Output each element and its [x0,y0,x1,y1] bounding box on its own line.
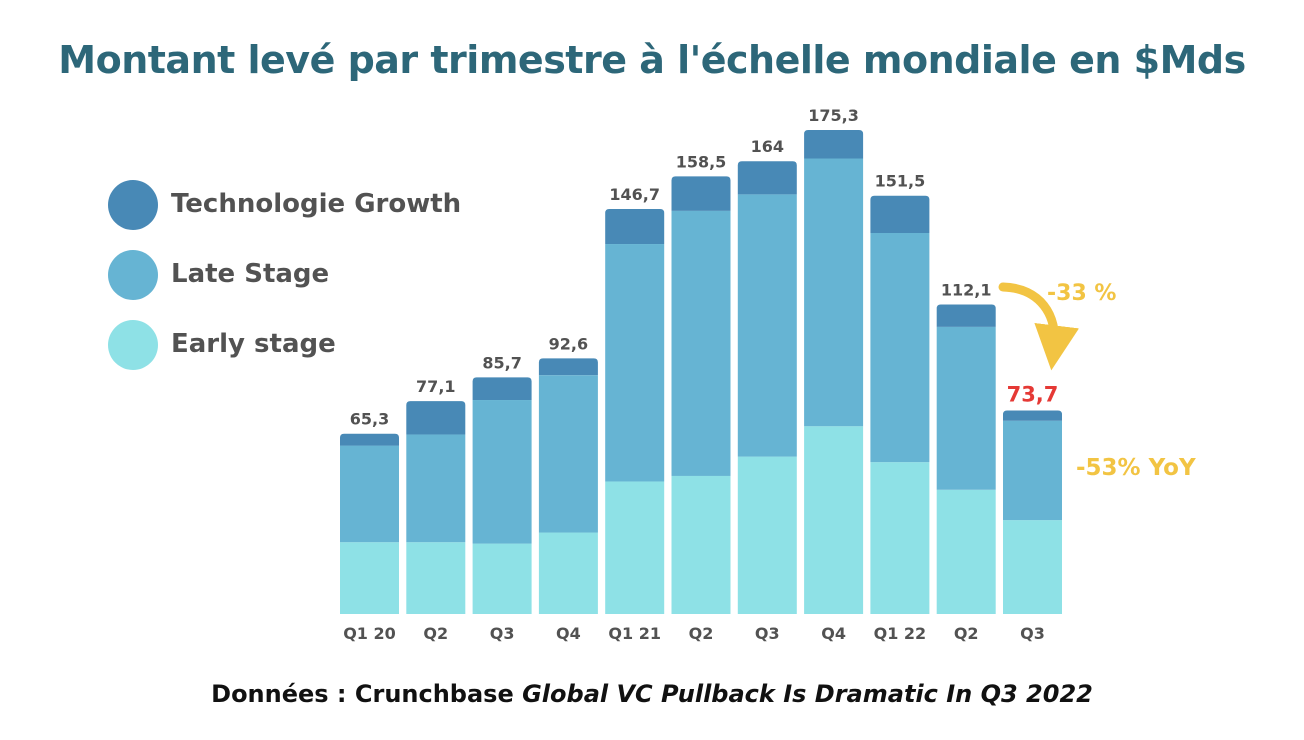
bar-value-label: 158,5 [676,152,727,171]
bar-segment-late-stage [870,232,930,463]
bar-segment-late-stage [737,194,797,457]
bar-segment-late-stage [1003,420,1062,521]
x-tick-label: Q1 21 [608,624,661,643]
bar-stack [737,161,797,614]
bar-segment-early-stage [936,489,996,614]
bar-segment-growth [605,208,665,245]
legend-label-late-stage: Late Stage [171,259,330,289]
bar-segment-early-stage [870,462,930,614]
x-tick-label: Q2 [689,624,714,643]
bar-segment-late-stage [804,158,864,427]
bar-value-label: 151,5 [875,172,926,191]
source-caption: Données : Crunchbase Global VC Pullback … [0,680,1304,708]
source-title: Global VC Pullback Is Dramatic In Q3 202… [522,680,1093,708]
bar-segment-early-stage [538,532,598,614]
chart-title: Montant levé par trimestre à l'échelle m… [58,38,1246,82]
bar-value-label: 175,3 [808,106,859,125]
x-tick-label: Q3 [755,624,780,643]
bar-segment-early-stage [804,426,864,614]
bar-segment-early-stage [340,542,399,614]
bar-segment-early-stage [671,475,731,614]
x-tick-label: Q4 [821,624,846,643]
bar-segment-growth [340,433,399,446]
x-tick-label: Q3 [490,624,515,643]
legend-label-early-stage: Early stage [171,329,336,359]
bar-segment-late-stage [605,244,665,482]
x-tick-label: Q2 [423,624,448,643]
bar-segment-late-stage [936,326,996,490]
bar-value-label: 164 [751,137,784,156]
source-prefix: Données : Crunchbase [211,680,523,708]
legend-label-growth: Technologie Growth [171,189,462,219]
bar-segment-growth [1003,410,1062,421]
bar-value-label: 65,3 [350,410,389,429]
bar-segment-growth [936,304,996,327]
bar-value-label: 85,7 [482,353,521,372]
x-tick-label: Q1 20 [343,624,396,643]
bar-value-label: 146,7 [609,185,660,204]
bar-segment-growth [671,176,731,211]
bar-segment-growth [804,130,864,159]
bar-segment-growth [538,358,598,376]
x-tick-label: Q3 [1020,624,1045,643]
bar-segment-early-stage [605,481,665,614]
x-tick-label: Q2 [954,624,979,643]
bar-stack [1003,410,1062,614]
bar-stack [936,304,996,614]
bar-segment-late-stage [671,210,731,476]
bar-value-label: 112,1 [941,280,992,299]
bar-segment-early-stage [472,543,532,614]
legend-swatch-early-stage [108,320,158,370]
bar-stack [671,176,731,614]
x-tick-label: Q1 22 [874,624,927,643]
bar-segment-late-stage [406,434,466,543]
x-tick-label: Q4 [556,624,581,643]
bar-segment-early-stage [737,456,797,614]
bar-stack [804,130,864,614]
bar-stack [538,358,598,614]
bar-stack [472,377,532,614]
bar-segment-early-stage [1003,520,1062,614]
bar-segment-growth [737,161,797,195]
bar-segment-late-stage [340,445,399,543]
bar-value-label: 77,1 [416,377,455,396]
bar-segment-growth [406,401,466,435]
bar-stack [870,195,930,614]
bar-segment-growth [870,195,930,233]
bar-segment-late-stage [472,400,532,544]
bar-value-label: 73,7 [1007,383,1059,407]
bar-segment-late-stage [538,375,598,533]
bar-segment-growth [472,377,532,401]
bar-stack [605,208,665,614]
yoy-change-annotation: -53% YoY [1076,455,1196,481]
bar-value-label: 92,6 [549,334,588,353]
legend-swatch-growth [108,180,158,230]
decline-arrow-icon [998,282,1080,371]
bar-stack [340,433,399,614]
bar-segment-early-stage [406,542,466,614]
legend-swatch-late-stage [108,250,158,300]
bar-stack [406,401,466,614]
qoq-change-annotation: -33 % [1047,281,1117,306]
